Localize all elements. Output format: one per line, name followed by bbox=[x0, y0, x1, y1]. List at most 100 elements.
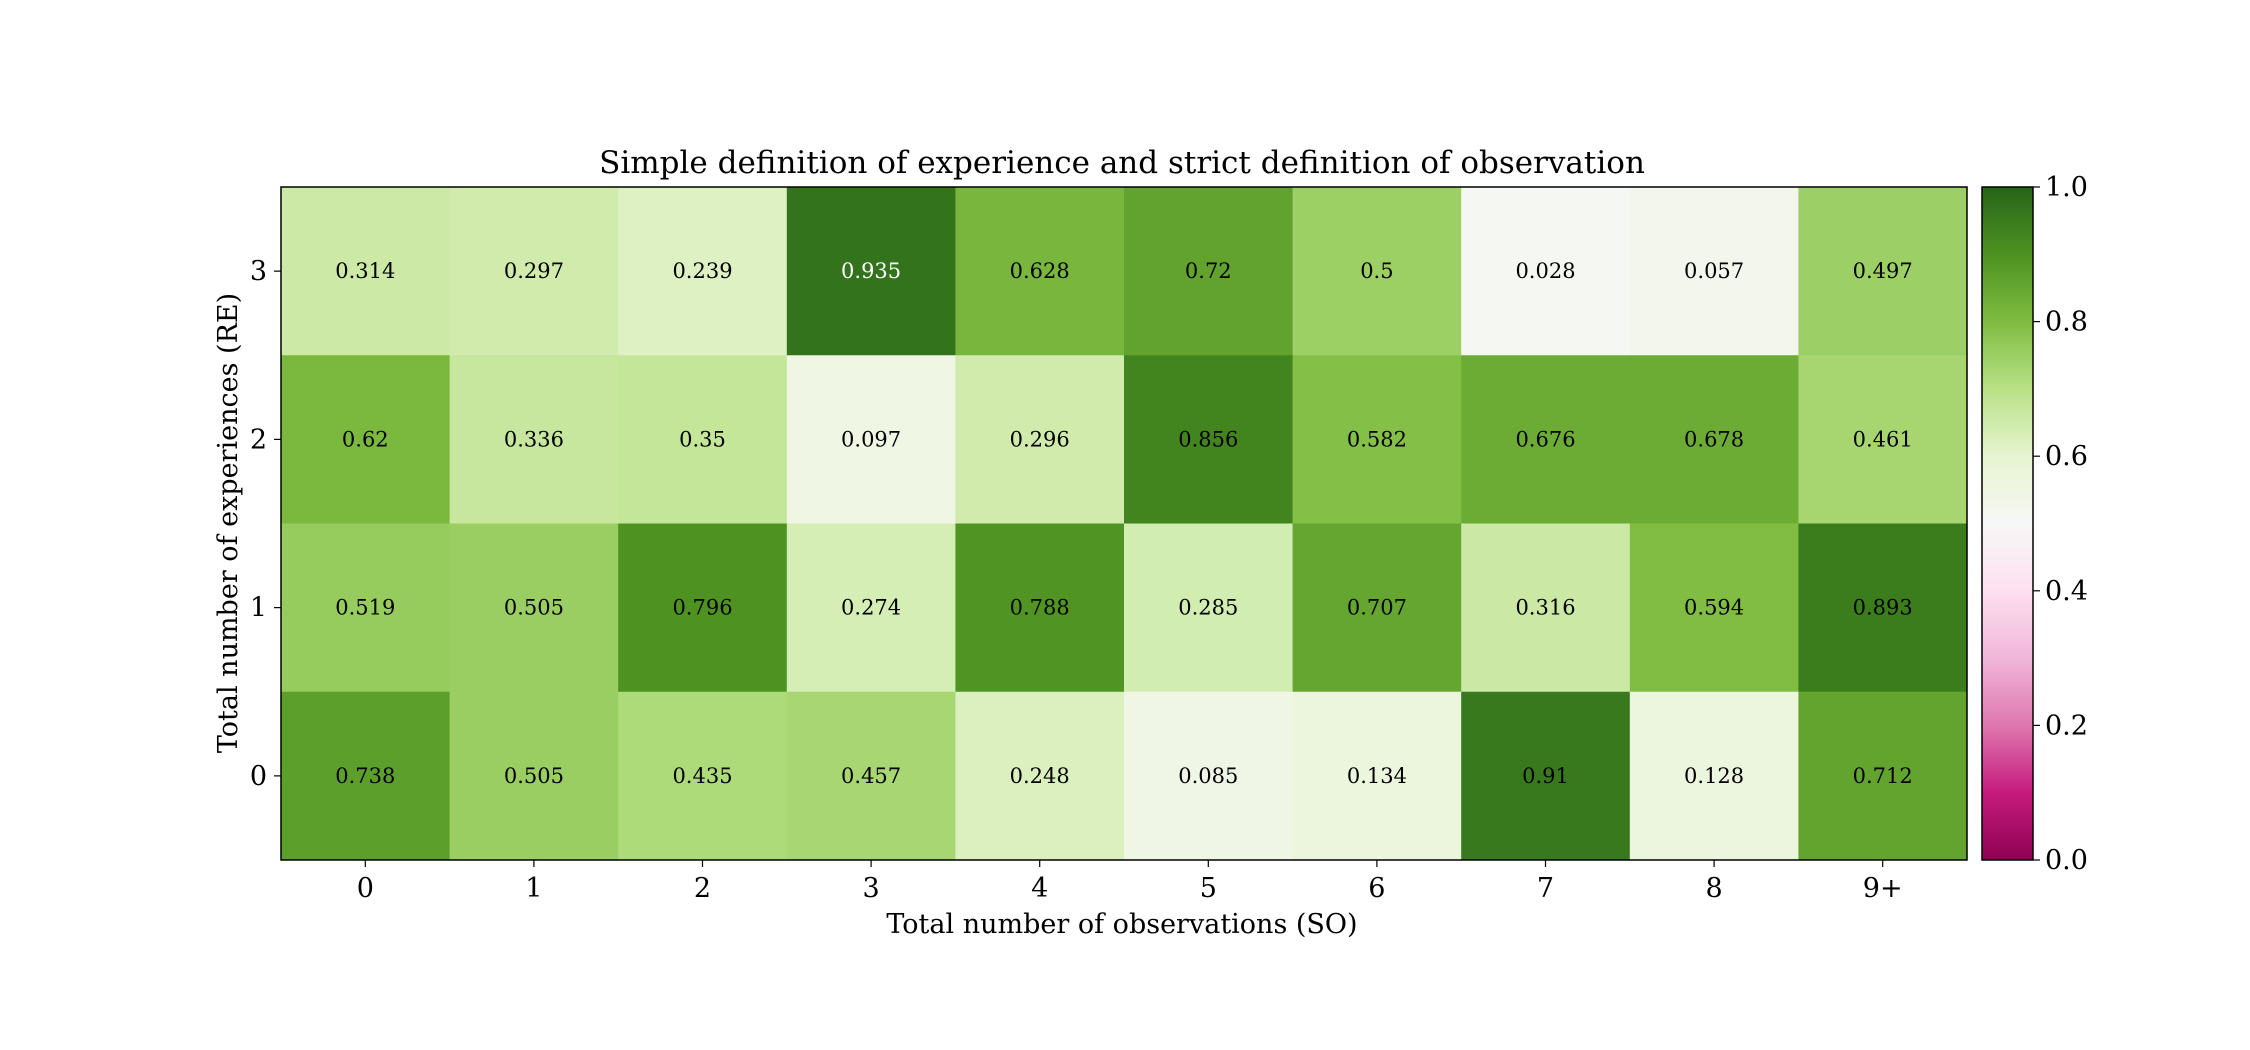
cell-value-label: 0.134 bbox=[1347, 764, 1407, 788]
x-tick-label: 1 bbox=[525, 873, 542, 904]
colorbar bbox=[1981, 186, 2034, 861]
heatmap-cell bbox=[1292, 691, 1462, 861]
cell-value-label: 0.028 bbox=[1515, 259, 1575, 283]
heatmap-cell bbox=[618, 691, 788, 861]
cell-value-label: 0.285 bbox=[1178, 596, 1238, 620]
x-tick-label: 9+ bbox=[1863, 873, 1903, 904]
heatmap-cell bbox=[1292, 187, 1462, 356]
cell-value-label: 0.336 bbox=[504, 427, 564, 451]
cell-value-label: 0.057 bbox=[1684, 259, 1744, 283]
heatmap-cell bbox=[1461, 691, 1631, 861]
cell-value-label: 0.505 bbox=[504, 764, 564, 788]
heatmap-cell bbox=[1629, 691, 1799, 861]
cell-value-label: 0.297 bbox=[504, 259, 564, 283]
cell-value-label: 0.594 bbox=[1684, 596, 1744, 620]
heatmap-cell bbox=[618, 187, 788, 356]
cell-value-label: 0.628 bbox=[1010, 259, 1070, 283]
cell-value-label: 0.085 bbox=[1178, 764, 1238, 788]
heatmap-cell bbox=[1124, 355, 1294, 524]
heatmap-cell bbox=[1629, 187, 1799, 356]
y-tick-label: 2 bbox=[250, 424, 267, 455]
cell-value-label: 0.457 bbox=[841, 764, 901, 788]
y-axis-label: Total number of experiences (RE) bbox=[213, 293, 244, 753]
cell-value-label: 0.712 bbox=[1853, 764, 1913, 788]
heatmap-cell bbox=[786, 187, 956, 356]
x-axis-ticks: 0 1 2 3 4 5 6 7 8 9+ bbox=[357, 860, 1903, 904]
cell-value-label: 0.316 bbox=[1515, 596, 1575, 620]
cell-value-label: 0.461 bbox=[1853, 427, 1913, 451]
x-tick-label: 3 bbox=[863, 873, 880, 904]
colorbar-tick-label: 0.2 bbox=[2045, 710, 2088, 741]
cell-value-label: 0.678 bbox=[1684, 427, 1744, 451]
heatmap-cell bbox=[786, 355, 956, 524]
heatmap-cell bbox=[1461, 523, 1631, 693]
cell-value-label: 0.91 bbox=[1522, 764, 1569, 788]
heatmap-cell bbox=[618, 355, 788, 524]
heatmap-cell bbox=[449, 355, 619, 524]
heatmap-cell bbox=[1124, 691, 1294, 861]
plot-frame bbox=[280, 186, 1968, 861]
heatmap-cell bbox=[449, 523, 619, 693]
heatmap-cell bbox=[786, 523, 956, 693]
heatmap-cell bbox=[786, 691, 956, 861]
heatmap-cell bbox=[1798, 691, 1968, 861]
cell-value-label: 0.274 bbox=[841, 596, 901, 620]
cell-value-label: 0.738 bbox=[335, 764, 395, 788]
colorbar-ticks: 0.0 0.2 0.4 0.6 0.8 1.0 bbox=[2033, 172, 2088, 876]
heatmap-cell bbox=[449, 691, 619, 861]
cell-value-label: 0.505 bbox=[504, 596, 564, 620]
colorbar-tick-label: 0.4 bbox=[2045, 576, 2088, 607]
y-axis-ticks: 3 2 1 0 bbox=[250, 256, 281, 792]
heatmap-cell bbox=[1629, 355, 1799, 524]
cell-value-label: 0.497 bbox=[1853, 259, 1913, 283]
cell-value-label: 0.435 bbox=[672, 764, 732, 788]
colorbar-tick-label: 1.0 bbox=[2045, 172, 2088, 203]
x-tick-label: 2 bbox=[694, 873, 711, 904]
cell-value-label: 0.35 bbox=[679, 427, 726, 451]
heatmap-cell bbox=[1461, 187, 1631, 356]
heatmap-cell bbox=[1124, 187, 1294, 356]
cell-value-label: 0.5 bbox=[1360, 259, 1393, 283]
heatmap-cell bbox=[955, 187, 1125, 356]
cell-value-label: 0.519 bbox=[335, 596, 395, 620]
heatmap-cell bbox=[618, 523, 788, 693]
heatmap-cell bbox=[281, 691, 451, 861]
cell-value-label: 0.62 bbox=[342, 427, 389, 451]
heatmap-cell bbox=[1798, 523, 1968, 693]
colorbar-tick-label: 0.6 bbox=[2045, 441, 2088, 472]
cell-value-label: 0.788 bbox=[1010, 596, 1070, 620]
heatmap-cells: 0.314 0.297 0.239 0.935 0.628 0.72 0.5 0.028 0.0… bbox=[281, 187, 1968, 861]
x-tick-label: 6 bbox=[1368, 873, 1385, 904]
y-tick-label: 1 bbox=[250, 593, 267, 624]
cell-value-label: 0.796 bbox=[672, 596, 732, 620]
chart-title: Simple definition of experience and stri… bbox=[599, 145, 1645, 181]
x-tick-label: 8 bbox=[1706, 873, 1723, 904]
y-tick-label: 0 bbox=[250, 761, 267, 792]
cell-value-label: 0.935 bbox=[841, 259, 901, 283]
cell-value-label: 0.582 bbox=[1347, 427, 1407, 451]
heatmap-cell bbox=[1798, 187, 1968, 356]
cell-value-label: 0.856 bbox=[1178, 427, 1238, 451]
cell-value-label: 0.296 bbox=[1010, 427, 1070, 451]
cell-value-label: 0.72 bbox=[1185, 259, 1232, 283]
heatmap-cell bbox=[281, 187, 451, 356]
x-axis-label: Total number of observations (SO) bbox=[886, 909, 1357, 940]
heatmap-cell bbox=[955, 691, 1125, 861]
heatmap-cell bbox=[281, 523, 451, 693]
heatmap-cell bbox=[955, 523, 1125, 693]
x-tick-label: 4 bbox=[1031, 873, 1048, 904]
x-tick-label: 7 bbox=[1537, 873, 1554, 904]
cell-value-label: 0.097 bbox=[841, 427, 901, 451]
cell-value-label: 0.893 bbox=[1853, 596, 1913, 620]
heatmap-cell bbox=[1292, 523, 1462, 693]
heatmap-cell bbox=[281, 355, 451, 524]
heatmap-cell bbox=[1461, 355, 1631, 524]
heatmap-cell bbox=[1124, 523, 1294, 693]
x-tick-label: 0 bbox=[357, 873, 374, 904]
cell-value-label: 0.128 bbox=[1684, 764, 1744, 788]
cell-value-label: 0.707 bbox=[1347, 596, 1407, 620]
cell-value-label: 0.239 bbox=[672, 259, 732, 283]
cell-value-label: 0.676 bbox=[1515, 427, 1575, 451]
colorbar-tick-label: 0.0 bbox=[2045, 845, 2088, 876]
